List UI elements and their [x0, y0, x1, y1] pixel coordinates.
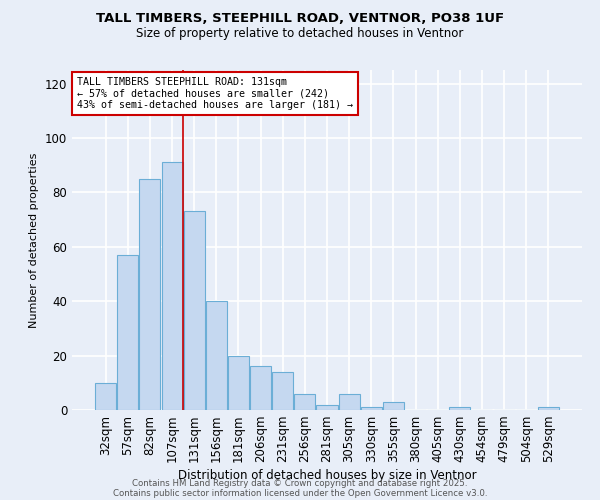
- Bar: [338, 394, 359, 410]
- Bar: [95, 383, 116, 410]
- Bar: [118, 255, 139, 410]
- Bar: [361, 408, 382, 410]
- Bar: [139, 179, 160, 410]
- Y-axis label: Number of detached properties: Number of detached properties: [29, 152, 39, 328]
- Bar: [250, 366, 271, 410]
- Text: Contains HM Land Registry data © Crown copyright and database right 2025.: Contains HM Land Registry data © Crown c…: [132, 478, 468, 488]
- X-axis label: Distribution of detached houses by size in Ventnor: Distribution of detached houses by size …: [178, 470, 476, 482]
- Bar: [316, 404, 338, 410]
- Bar: [161, 162, 182, 410]
- Bar: [449, 408, 470, 410]
- Bar: [206, 301, 227, 410]
- Text: Contains public sector information licensed under the Open Government Licence v3: Contains public sector information licen…: [113, 488, 487, 498]
- Bar: [295, 394, 316, 410]
- Text: Size of property relative to detached houses in Ventnor: Size of property relative to detached ho…: [136, 28, 464, 40]
- Bar: [228, 356, 249, 410]
- Text: TALL TIMBERS, STEEPHILL ROAD, VENTNOR, PO38 1UF: TALL TIMBERS, STEEPHILL ROAD, VENTNOR, P…: [96, 12, 504, 26]
- Bar: [184, 212, 205, 410]
- Bar: [272, 372, 293, 410]
- Text: TALL TIMBERS STEEPHILL ROAD: 131sqm
← 57% of detached houses are smaller (242)
4: TALL TIMBERS STEEPHILL ROAD: 131sqm ← 57…: [77, 77, 353, 110]
- Bar: [538, 408, 559, 410]
- Bar: [383, 402, 404, 410]
